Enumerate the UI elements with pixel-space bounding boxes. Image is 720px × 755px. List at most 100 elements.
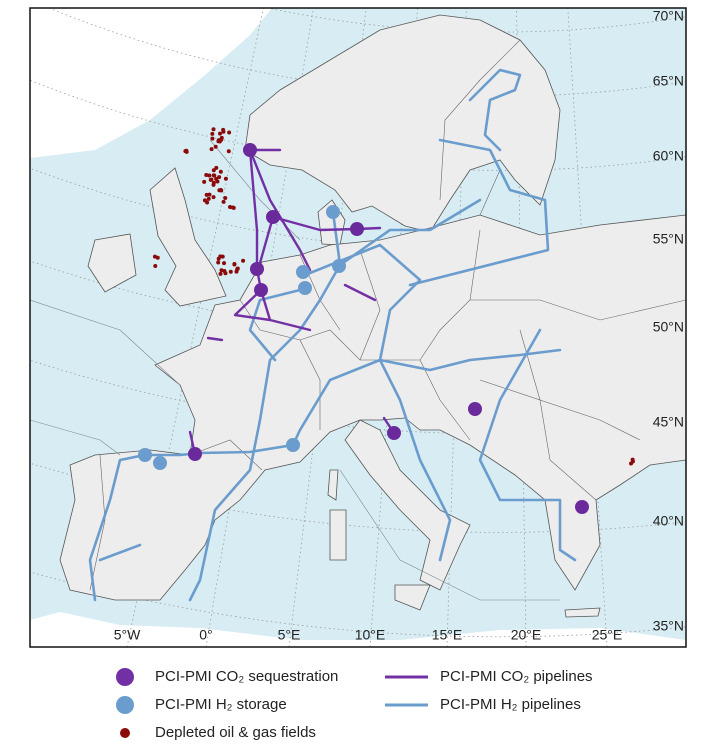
latitude-label: 70°N: [653, 8, 684, 24]
h2-storage-site: [286, 438, 300, 452]
co2-sequestration-site: [254, 283, 268, 297]
field: [217, 131, 222, 136]
outside-extent: [30, 8, 272, 158]
field: [235, 266, 240, 271]
field: [218, 254, 223, 259]
map-body: [30, 8, 686, 647]
field: [215, 179, 220, 184]
h2-storage-site: [138, 448, 152, 462]
longitude-labels: 5°W 0° 5°E 10°E 15°E 20°E 25°E: [114, 627, 623, 643]
latitude-label: 65°N: [653, 73, 684, 89]
field: [216, 260, 221, 265]
field: [214, 165, 219, 170]
h2-storage-site: [153, 456, 167, 470]
field: [216, 139, 221, 144]
field: [208, 177, 213, 182]
outside-extent: [30, 612, 686, 647]
scandinavia: [244, 14, 561, 233]
field: [213, 144, 218, 149]
field: [202, 198, 207, 203]
co2-sequestration-site: [350, 222, 364, 236]
field: [230, 205, 235, 210]
longitude-label: 25°E: [592, 627, 623, 643]
field: [153, 263, 158, 268]
field: [211, 195, 216, 200]
sardinia: [329, 509, 347, 561]
field: [223, 176, 228, 181]
field: [222, 268, 227, 273]
legend-label: PCI-PMI H₂ pipelines: [440, 696, 581, 713]
longitude-label: 5°E: [278, 627, 301, 643]
field: [217, 175, 222, 180]
field: [211, 127, 216, 132]
field: [226, 149, 231, 154]
co2-sequestration-site: [266, 210, 280, 224]
legend-label: Depleted oil & gas fields: [155, 724, 316, 741]
field: [232, 262, 237, 267]
field: [184, 148, 189, 153]
field: [221, 199, 226, 204]
latitude-label: 40°N: [653, 513, 684, 529]
corsica: [327, 469, 339, 501]
latitude-label: 55°N: [653, 231, 684, 247]
field: [221, 129, 226, 134]
field: [222, 261, 227, 266]
field: [211, 168, 216, 173]
field: [629, 461, 634, 466]
crete: [564, 607, 601, 618]
h2-storage-site: [296, 265, 310, 279]
map-frame: [29, 7, 687, 648]
field: [218, 188, 223, 193]
longitude-label: 5°W: [114, 627, 141, 643]
latitude-label: 60°N: [653, 148, 684, 164]
field: [218, 169, 223, 174]
ireland: [87, 233, 137, 293]
h2-storage-site: [326, 205, 340, 219]
co2-sequestration-site: [188, 447, 202, 461]
latitude-label: 35°N: [653, 618, 684, 634]
legend-label: PCI-PMI CO₂ sequestration: [155, 668, 338, 685]
italy: [344, 419, 471, 591]
latitude-labels: 70°N 65°N 60°N 55°N 50°N 45°N 40°N 35°N: [653, 8, 684, 634]
field: [207, 192, 212, 197]
legend-label: PCI-PMI H₂ storage: [155, 696, 287, 713]
field: [210, 131, 215, 136]
field: [241, 258, 246, 263]
field: [218, 271, 223, 276]
sites: [138, 143, 589, 514]
field: [234, 269, 239, 274]
legend-marker: [116, 668, 134, 686]
field: [206, 196, 211, 201]
field: [152, 254, 157, 259]
latitude-label: 50°N: [653, 319, 684, 335]
field: [223, 195, 228, 200]
legend-label: PCI-PMI CO₂ pipelines: [440, 668, 593, 685]
longitude-label: 0°: [199, 627, 212, 643]
field: [227, 130, 232, 135]
co2-sequestration-site: [575, 500, 589, 514]
longitude-label: 20°E: [511, 627, 542, 643]
legend: PCI-PMI CO₂ sequestration PCI-PMI H₂ sto…: [116, 668, 593, 741]
co2-sequestration-site: [250, 262, 264, 276]
longitude-label: 15°E: [432, 627, 463, 643]
field: [228, 269, 233, 274]
h2-storage-site: [298, 281, 312, 295]
field: [212, 173, 217, 178]
h2-storage-site: [332, 259, 346, 273]
sicily: [394, 584, 431, 611]
field: [204, 173, 209, 178]
longitude-label: 10°E: [355, 627, 386, 643]
field: [207, 173, 212, 178]
field: [202, 179, 207, 184]
legend-marker: [116, 696, 134, 714]
latitude-label: 45°N: [653, 414, 684, 430]
field: [209, 147, 214, 152]
field: [211, 180, 216, 185]
depleted-fields: [152, 127, 635, 466]
field: [210, 136, 215, 141]
co2-sequestration-site: [468, 402, 482, 416]
great-britain: [149, 167, 227, 307]
co2-sequestration-site: [387, 426, 401, 440]
h2-pipelines: [88, 68, 577, 602]
